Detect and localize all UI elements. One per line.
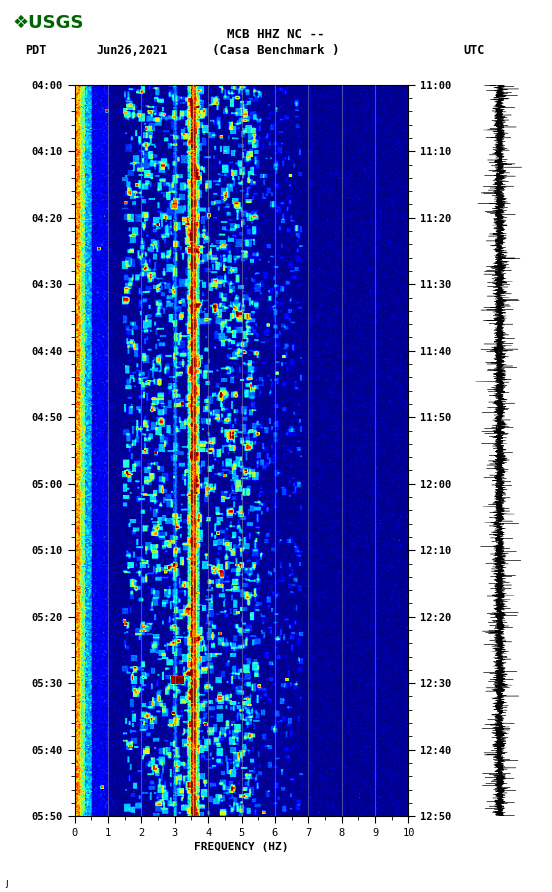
Text: UTC: UTC	[464, 45, 485, 57]
Text: Jun26,2021: Jun26,2021	[97, 45, 168, 57]
Text: ❖USGS: ❖USGS	[12, 14, 84, 32]
Text: ȷ: ȷ	[6, 879, 8, 888]
Text: MCB HHZ NC --: MCB HHZ NC --	[227, 29, 325, 41]
Text: PDT: PDT	[25, 45, 46, 57]
Text: (Casa Benchmark ): (Casa Benchmark )	[213, 45, 339, 57]
X-axis label: FREQUENCY (HZ): FREQUENCY (HZ)	[194, 842, 289, 852]
